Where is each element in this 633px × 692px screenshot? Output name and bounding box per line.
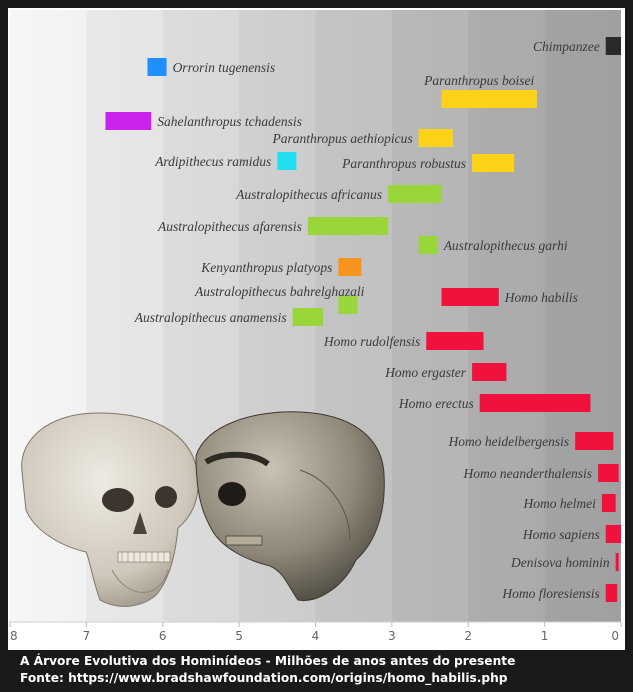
bar-paranthropus-aethiopicus <box>418 129 453 147</box>
bar-australopithecus-garhi <box>418 236 438 254</box>
bar-homo-habilis <box>441 288 499 306</box>
label-homo-helmei: Homo helmei <box>523 496 597 511</box>
bar-paranthropus-robustus <box>472 154 515 172</box>
label-australopithecus-afarensis: Australopithecus afarensis <box>157 219 302 234</box>
bar-denisova-hominin <box>615 553 619 571</box>
bar-homo-floresiensis <box>605 584 618 602</box>
time-band <box>468 10 545 622</box>
label-australopithecus-bahrelghazali: Australopithecus bahrelghazali <box>194 284 365 299</box>
caption-title: A Árvore Evolutiva dos Hominídeos - Milh… <box>20 654 516 668</box>
bar-homo-helmei <box>601 494 616 512</box>
bar-australopithecus-bahrelghazali <box>338 296 358 314</box>
x-tick-label: 0 <box>611 629 619 643</box>
bar-homo-ergaster <box>472 363 507 381</box>
time-band <box>544 10 621 622</box>
label-denisova-hominin: Denisova hominin <box>510 555 610 570</box>
time-band <box>391 10 469 622</box>
label-homo-sapiens: Homo sapiens <box>522 527 600 542</box>
bar-homo-neanderthalensis <box>598 464 619 482</box>
bar-australopithecus-anamensis <box>292 308 324 326</box>
x-tick-label: 3 <box>388 629 396 643</box>
bar-chimpanzee <box>605 37 621 55</box>
x-tick-label: 1 <box>541 629 549 643</box>
bar-homo-erectus <box>479 394 591 412</box>
bar-australopithecus-africanus <box>388 185 442 203</box>
bar-homo-heidelbergensis <box>575 432 614 450</box>
label-homo-floresiensis: Homo floresiensis <box>501 586 599 601</box>
label-australopithecus-anamensis: Australopithecus anamensis <box>134 310 287 325</box>
x-tick-label: 5 <box>235 629 243 643</box>
bar-ardipithecus-ramidus <box>277 152 297 170</box>
x-tick-label: 6 <box>159 629 167 643</box>
bar-homo-rudolfensis <box>426 332 484 350</box>
label-homo-ergaster: Homo ergaster <box>384 365 467 380</box>
label-homo-heidelbergensis: Homo heidelbergensis <box>448 434 570 449</box>
label-ardipithecus-ramidus: Ardipithecus ramidus <box>154 154 271 169</box>
label-australopithecus-africanus: Australopithecus africanus <box>235 187 382 202</box>
label-paranthropus-robustus: Paranthropus robustus <box>341 156 466 171</box>
x-tick-label: 4 <box>312 629 320 643</box>
x-tick-label: 8 <box>10 629 18 643</box>
bar-orrorin-tugenensis <box>147 58 167 76</box>
label-homo-habilis: Homo habilis <box>504 290 578 305</box>
x-tick-label: 2 <box>464 629 472 643</box>
caption-source: Fonte: https://www.bradshawfoundation.co… <box>20 671 508 685</box>
label-kenyanthropus-platyops: Kenyanthropus platyops <box>200 260 332 275</box>
label-paranthropus-aethiopicus: Paranthropus aethiopicus <box>271 131 412 146</box>
label-sahelanthropus-tchadensis: Sahelanthropus tchadensis <box>157 114 302 129</box>
label-orrorin-tugenensis: Orrorin tugenensis <box>173 60 276 75</box>
bar-australopithecus-afarensis <box>307 217 389 235</box>
bar-sahelanthropus-tchadensis <box>105 112 152 130</box>
label-homo-rudolfensis: Homo rudolfensis <box>323 334 420 349</box>
caption: A Árvore Evolutiva dos Hominídeos - Milh… <box>20 653 515 687</box>
skulls-illustration <box>21 411 385 607</box>
bar-homo-sapiens <box>605 525 621 543</box>
label-chimpanzee: Chimpanzee <box>533 39 600 54</box>
label-paranthropus-boisei: Paranthropus boisei <box>423 73 534 88</box>
bar-paranthropus-boisei <box>441 90 537 108</box>
x-tick-label: 7 <box>83 629 91 643</box>
label-homo-neanderthalensis: Homo neanderthalensis <box>462 466 592 481</box>
bar-kenyanthropus-platyops <box>338 258 362 276</box>
label-australopithecus-garhi: Australopithecus garhi <box>443 238 568 253</box>
label-homo-erectus: Homo erectus <box>398 396 474 411</box>
